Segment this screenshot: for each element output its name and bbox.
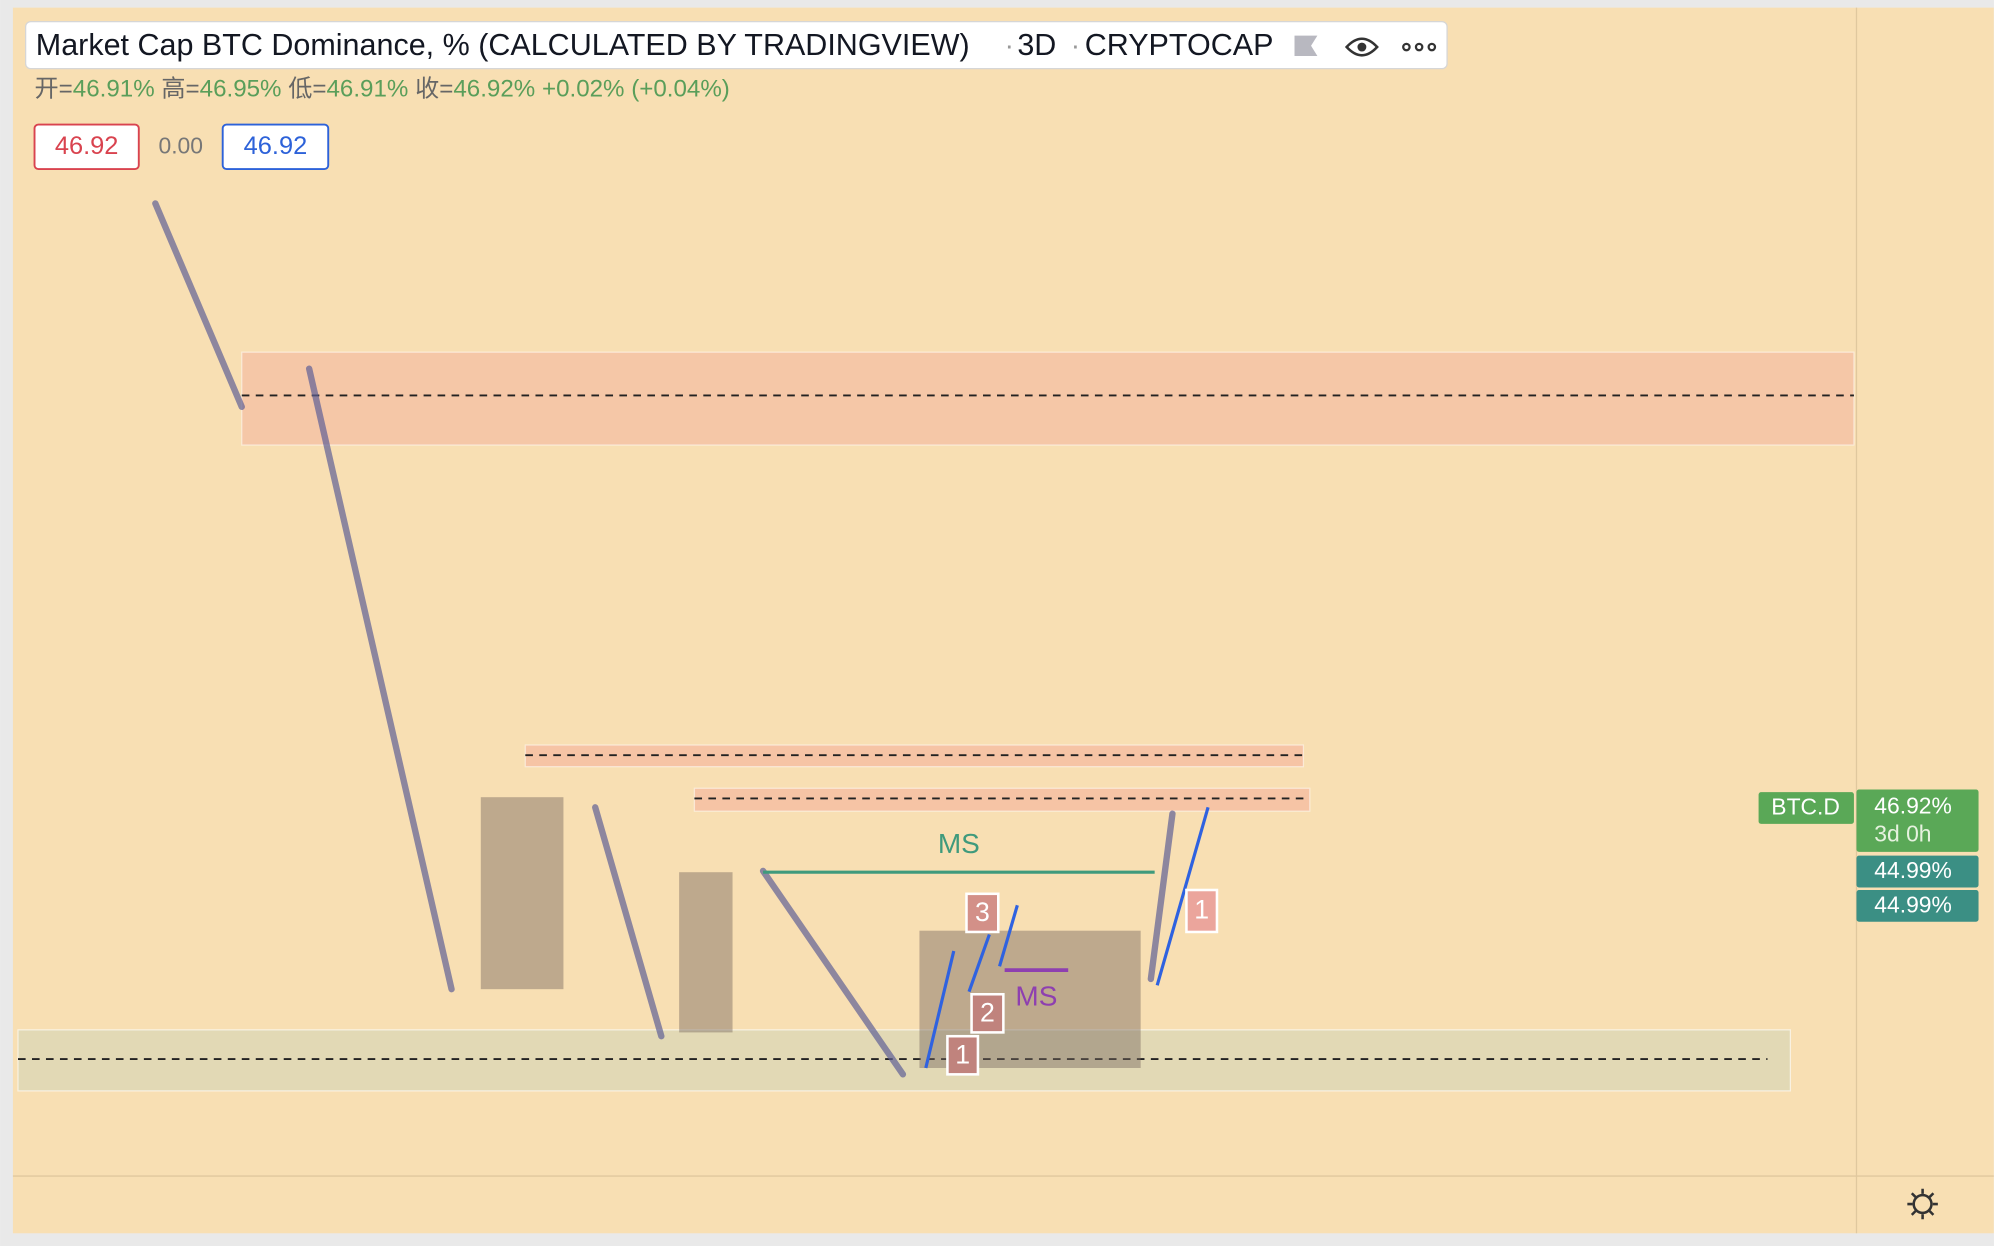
supply-zone: [241, 351, 1855, 446]
impulse-line: [998, 904, 1019, 967]
drawings-back: [17, 351, 1855, 1092]
sell-box[interactable]: [33, 123, 140, 171]
symbol-tag-text: BTC.D: [1771, 794, 1840, 820]
ohlc-value: 46.91%: [73, 76, 155, 103]
last-price-tag: [1856, 789, 1979, 852]
impulse-line: [1155, 806, 1210, 986]
chart-title: Market Cap BTC Dominance, % (CALCULATED …: [36, 28, 970, 62]
annotation: MS: [938, 828, 980, 859]
ohlc-value: 46.92%: [453, 76, 535, 103]
drawings-front: MS MS 3 2 1 1: [152, 200, 1219, 1078]
legend-header: Market Cap BTC Dominance, % (CALCULATED …: [24, 20, 1448, 171]
spread: 0.00: [158, 133, 203, 159]
buy-box[interactable]: [221, 123, 330, 171]
ohlc-change: +0.02% (+0.04%): [542, 76, 730, 103]
price-tags: BTC.D 46.92% 3d 0h 44.99% 44.99%: [1758, 789, 1979, 922]
supply-zone: [693, 787, 1311, 812]
impulse-line: [924, 950, 956, 1069]
demand-zone: [17, 1029, 1792, 1092]
annotation: 1: [1194, 895, 1209, 925]
annotation: 2: [980, 998, 995, 1028]
ohlc-key: 低=: [288, 76, 326, 103]
separator: ·: [1005, 29, 1014, 60]
buy-price[interactable]: 46.92: [244, 132, 308, 160]
ohlc-value: 46.95%: [200, 76, 282, 103]
count-box: [946, 1034, 980, 1076]
level-tag-text: 44.99%: [1874, 892, 1952, 918]
trend-line: [1147, 810, 1176, 983]
countdown: 3d 0h: [1874, 820, 1931, 846]
level-tag: [1856, 855, 1979, 888]
ohlc-key: 开=: [35, 76, 73, 103]
range-box: [480, 797, 564, 990]
last-price: 46.92%: [1874, 792, 1952, 818]
annotation: 1: [955, 1040, 970, 1070]
impulse-lines: [924, 806, 1210, 1069]
ohlc-key: 收=: [415, 76, 453, 103]
settings-icon[interactable]: [1907, 1188, 1938, 1220]
count-box: [965, 892, 1000, 934]
separator: ·: [1071, 29, 1080, 60]
annotation: MS: [1015, 980, 1057, 1011]
trend-lines: [152, 200, 1176, 1078]
header-box: [24, 20, 1448, 70]
sell-price[interactable]: 46.92: [55, 132, 119, 160]
trend-line: [759, 867, 907, 1078]
range-box: [679, 872, 733, 1033]
more-icon[interactable]: [1402, 42, 1437, 52]
count-box: [970, 992, 1005, 1034]
eye-icon[interactable]: [1344, 37, 1379, 57]
trend-line: [152, 200, 245, 411]
trend-line: [305, 365, 455, 993]
annotation: 3: [975, 897, 990, 927]
ohlc-key: 高=: [161, 76, 199, 103]
impulse-line: [967, 933, 991, 993]
ohlc-value: 46.91%: [326, 76, 408, 103]
trend-line: [592, 804, 665, 1040]
level-tag-text: 44.99%: [1874, 857, 1952, 883]
level-tag: [1856, 890, 1979, 922]
ohlc-legend: 开=46.91% 高=46.95% 低=46.91% 收=46.92% +0.0…: [35, 76, 730, 103]
symbol-tag: [1758, 792, 1854, 824]
interval[interactable]: 3D: [1017, 28, 1056, 62]
count-box: [1185, 888, 1219, 934]
flag-icon[interactable]: [1294, 35, 1318, 56]
exchange: CRYPTOCAP: [1085, 28, 1274, 62]
